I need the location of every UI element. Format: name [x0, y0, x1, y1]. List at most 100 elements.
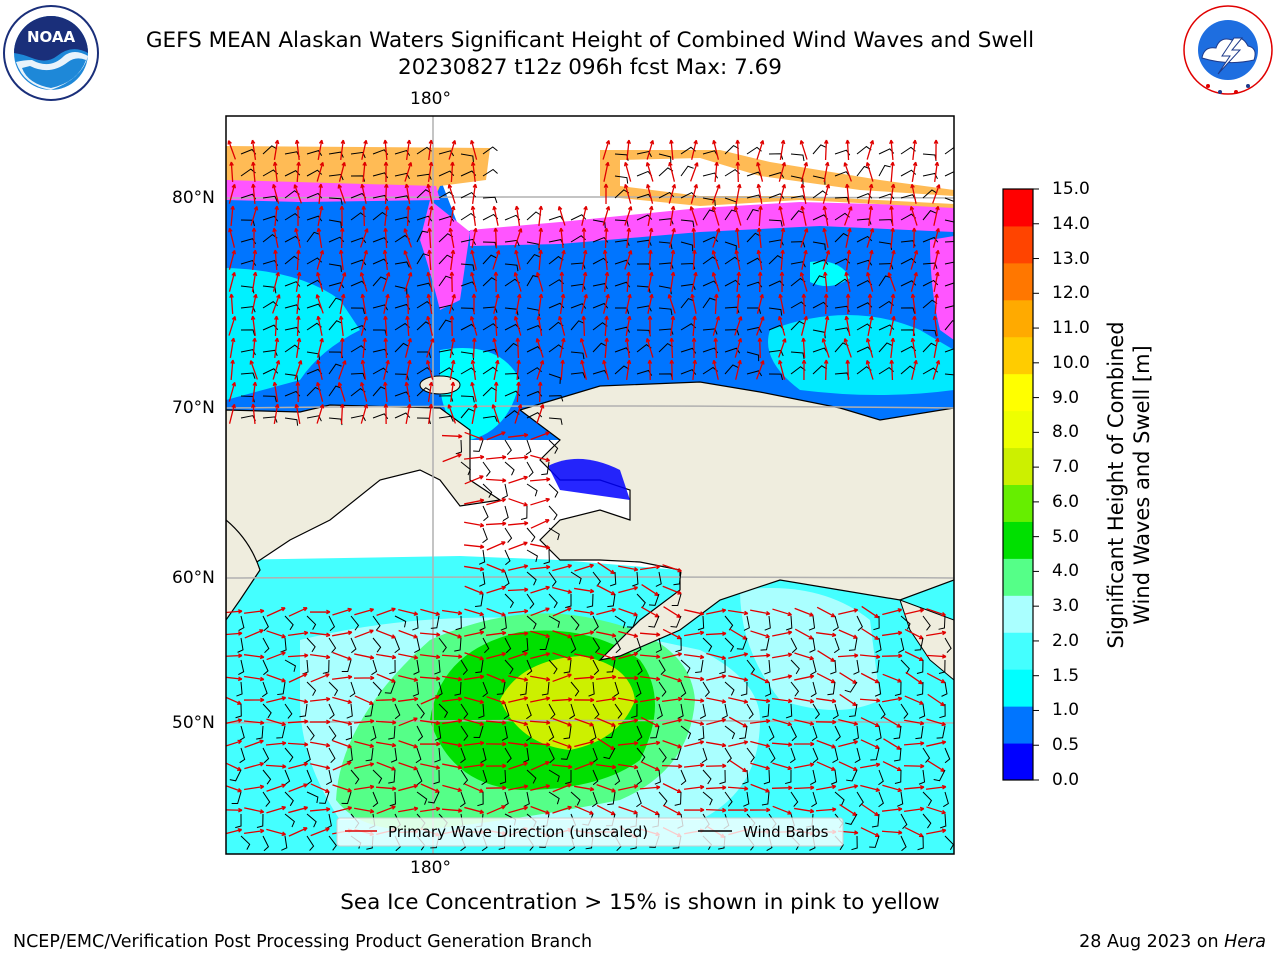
- wave-direction-arrow: [513, 315, 522, 336]
- wind-barb: [328, 637, 337, 653]
- wind-barb: [539, 637, 550, 651]
- wave-direction-arrow: [618, 608, 638, 617]
- noaa-logo-text: NOAA: [27, 28, 76, 46]
- wave-direction-arrow: [228, 249, 236, 270]
- wave-direction-arrow: [427, 205, 434, 226]
- wave-direction-arrow: [361, 205, 367, 227]
- wave-direction-arrow: [316, 315, 323, 336]
- wind-barb: [262, 703, 272, 719]
- wave-direction-arrow: [464, 718, 485, 727]
- wave-direction-arrow: [755, 360, 765, 380]
- wave-direction-arrow: [530, 543, 551, 550]
- wave-direction-arrow: [244, 739, 264, 749]
- wave-direction-arrow: [800, 315, 808, 336]
- wave-direction-arrow: [354, 653, 375, 660]
- wind-barb: [790, 320, 805, 331]
- colorbar-tick-label: 0.0: [1052, 770, 1080, 790]
- colorbar-frame: [1002, 188, 1034, 781]
- wave-direction-arrow: [492, 205, 499, 226]
- wind-barb: [894, 681, 902, 696]
- wind-barb: [944, 305, 954, 309]
- wave-direction-arrow: [485, 478, 507, 483]
- wave-direction-arrow: [925, 654, 947, 659]
- wind-barb: [504, 637, 512, 654]
- wind-barb: [570, 320, 585, 331]
- wave-direction-arrow: [470, 139, 478, 160]
- wind-barb: [613, 681, 620, 698]
- wave-direction-arrow: [226, 609, 243, 614]
- wave-direction-arrow: [596, 696, 617, 703]
- wind-barb: [477, 791, 484, 807]
- wave-direction-arrow: [552, 564, 573, 572]
- wave-direction-arrow: [354, 740, 375, 748]
- wave-direction-arrow: [889, 249, 896, 270]
- wave-direction-arrow: [669, 249, 676, 270]
- wave-direction-arrow: [316, 161, 325, 182]
- wave-direction-arrow: [243, 654, 265, 660]
- wave-direction-arrow: [383, 227, 388, 249]
- wind-barb: [328, 320, 343, 331]
- wave-direction-arrow: [508, 564, 529, 571]
- colorbar-tick-label: 1.5: [1052, 665, 1080, 686]
- wind-barb: [944, 373, 954, 376]
- wave-direction-arrow: [447, 404, 456, 424]
- wave-direction-arrow: [596, 608, 617, 616]
- wave-direction-arrow: [816, 784, 837, 791]
- wind-barb: [284, 373, 299, 382]
- wind-barb: [834, 232, 849, 243]
- wind-barb: [917, 835, 924, 851]
- wave-direction-arrow: [552, 586, 573, 594]
- wave-direction-arrow: [332, 806, 353, 814]
- wind-barb: [328, 282, 345, 289]
- wave-direction-arrow: [551, 764, 573, 770]
- wave-direction-arrow: [353, 719, 375, 724]
- wave-direction-arrow: [296, 249, 301, 271]
- wave-direction-arrow: [817, 650, 836, 662]
- wind-barb: [724, 209, 738, 221]
- wave-direction-arrow: [288, 806, 309, 814]
- wave-direction-arrow: [486, 497, 507, 506]
- wave-direction-arrow: [486, 607, 506, 617]
- wind-barb: [878, 324, 895, 331]
- wind-barb: [306, 150, 323, 156]
- wind-barb: [856, 615, 863, 632]
- wave-direction-arrow: [823, 293, 829, 315]
- wave-direction-arrow: [684, 740, 705, 748]
- wave-direction-arrow: [669, 337, 675, 359]
- wind-barb: [900, 703, 909, 719]
- wind-barb: [500, 615, 507, 631]
- wind-barb: [922, 615, 931, 631]
- nws-logo: [1182, 4, 1274, 96]
- wave-direction-arrow: [794, 607, 814, 617]
- wind-barb: [922, 172, 938, 180]
- wind-barb: [416, 703, 425, 719]
- wave-direction-arrow: [507, 432, 529, 438]
- wind-barb: [262, 835, 270, 852]
- wind-barb: [416, 769, 423, 786]
- wave-direction-arrow: [772, 630, 793, 637]
- colorbar-swatch: [1003, 558, 1033, 596]
- wind-barb: [460, 769, 469, 785]
- wave-direction-arrow: [815, 807, 837, 812]
- wave-direction-arrow: [926, 828, 947, 835]
- wind-barb: [238, 615, 245, 632]
- wave-direction-arrow: [844, 206, 853, 226]
- wind-barb: [548, 483, 559, 498]
- wave-direction-arrow: [772, 698, 793, 704]
- wave-direction-arrow: [404, 272, 413, 292]
- wind-barb: [830, 769, 838, 785]
- wind-barb: [284, 326, 300, 334]
- wave-direction-arrow: [912, 139, 918, 161]
- wind-barb: [526, 659, 533, 676]
- wave-direction-arrow: [729, 628, 748, 640]
- wave-direction-arrow: [405, 293, 411, 315]
- wave-direction-arrow: [508, 541, 528, 551]
- wave-direction-arrow: [559, 293, 566, 314]
- wind-barb: [743, 791, 750, 807]
- wave-direction-arrow: [663, 606, 682, 618]
- wind-barb: [702, 172, 719, 179]
- wave-direction-arrow: [513, 272, 522, 292]
- wave-direction-arrow: [420, 719, 441, 726]
- wind-barb: [845, 813, 858, 825]
- wind-barb: [412, 681, 420, 697]
